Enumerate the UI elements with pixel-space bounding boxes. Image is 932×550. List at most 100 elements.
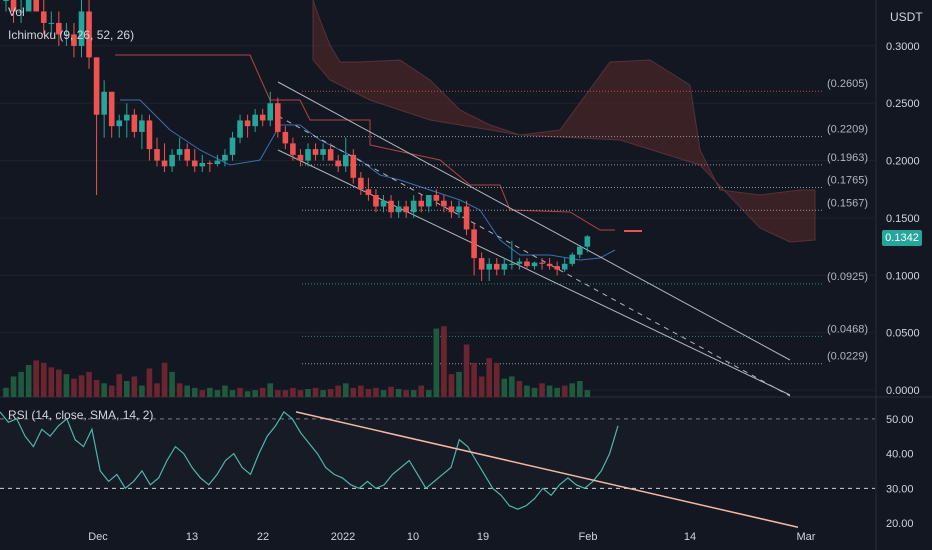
volume-bar — [388, 386, 394, 397]
candle-body — [531, 262, 538, 267]
volume-bar — [48, 367, 55, 397]
volume-bar — [426, 390, 432, 397]
volume-bar — [131, 376, 138, 397]
candle-body — [373, 195, 379, 207]
price-tick-label: 0.3000 — [886, 41, 920, 53]
candle-body — [433, 195, 440, 201]
volume-bar — [433, 328, 440, 397]
candle-body — [305, 149, 311, 161]
candle-body — [282, 131, 289, 144]
price-tick-label: 0.2500 — [886, 98, 920, 110]
volume-bar — [116, 374, 123, 397]
volume-bar — [350, 387, 357, 397]
candle-body — [471, 229, 477, 259]
regression-channel[interactable] — [277, 81, 791, 397]
candle-body — [169, 154, 175, 167]
price-tick-label: 0.2000 — [886, 156, 920, 168]
cloud-area — [312, 0, 816, 243]
candle-body — [554, 266, 560, 270]
rsi-legend[interactable]: RSI (14, close, SMA, 14, 2) — [8, 408, 154, 422]
volume-bar — [524, 385, 530, 397]
price-axis[interactable]: 0.3000 0.2500 0.2000 0.1500 0.1000 0.0500 0.00… — [886, 41, 920, 530]
volume-bar — [290, 387, 296, 397]
time-tick-label: Dec — [88, 531, 108, 543]
volume-bar — [40, 362, 47, 397]
volume-bar — [56, 369, 62, 397]
rsi-tick-label: 50.00 — [886, 414, 914, 426]
candle-body — [252, 114, 258, 127]
volume-bar — [71, 378, 77, 397]
candle-body — [509, 263, 515, 265]
volume-bar — [282, 390, 289, 397]
candle-body — [539, 262, 545, 264]
volume-bars — [3, 326, 591, 397]
fib-label: (0.1567) — [827, 197, 868, 209]
candle-body — [290, 143, 296, 155]
volume-bar — [267, 383, 274, 397]
candle-body — [139, 120, 145, 132]
volume-bar — [18, 371, 24, 397]
candle-body — [403, 206, 409, 213]
vol-legend[interactable]: Vol — [8, 5, 25, 19]
candle-body — [297, 154, 304, 161]
candle-body — [93, 57, 100, 115]
candle-body — [184, 149, 190, 161]
volume-bar — [93, 379, 100, 397]
candle-body — [524, 261, 530, 267]
candle-body — [380, 200, 387, 207]
fib-label: (0.2605) — [827, 78, 868, 90]
price-tick-label: 0.0000 — [886, 385, 920, 397]
candle-body — [441, 200, 447, 207]
volume-bar — [169, 371, 175, 397]
candle-body — [78, 11, 85, 46]
candle-body — [493, 263, 500, 270]
candle-body — [312, 149, 319, 155]
candle-body — [259, 114, 266, 121]
price-tick-label: 0.1000 — [886, 270, 920, 282]
candle-body — [350, 154, 357, 178]
candle-body — [25, 0, 32, 12]
time-axis[interactable]: Dec 13 22 2022 10 19 Feb 14 Mar — [88, 531, 816, 543]
volume-bar — [448, 374, 455, 397]
volume-bar — [305, 389, 311, 397]
volume-bar — [86, 371, 92, 397]
volume-bar — [78, 375, 85, 397]
candle-body — [124, 114, 130, 121]
candle-body — [48, 22, 55, 24]
time-tick-label: 2022 — [331, 531, 355, 543]
candle-body — [388, 200, 394, 213]
candle-body — [56, 22, 62, 35]
volume-bar — [395, 389, 402, 397]
candle-body — [40, 11, 47, 23]
volume-bar — [161, 362, 168, 397]
candle-body — [365, 189, 372, 195]
volume-bar — [101, 383, 107, 397]
ichimoku-legend[interactable]: Ichimoku (9, 26, 52, 26) — [8, 28, 135, 42]
candle-body — [395, 206, 402, 213]
volume-bar — [335, 385, 341, 397]
candle-body — [546, 263, 553, 267]
candle-body — [3, 0, 9, 1]
candle-body — [18, 11, 24, 13]
channel-middle — [277, 115, 791, 397]
candle-body — [161, 160, 168, 167]
volume-bar — [252, 390, 258, 397]
volume-bar — [373, 387, 379, 397]
candle-body — [222, 154, 228, 161]
fib-label: (0.2209) — [827, 124, 868, 136]
rsi-tick-label: 40.00 — [886, 449, 914, 461]
volume-bar — [108, 385, 115, 397]
price-tick-label: 0.1500 — [886, 213, 920, 225]
volume-bar — [531, 387, 538, 397]
volume-bar — [342, 383, 349, 397]
volume-bar — [207, 387, 213, 397]
volume-bar — [297, 390, 304, 397]
channel-upper — [277, 81, 791, 361]
candle-body — [71, 34, 77, 46]
rsi-trendline — [295, 411, 799, 528]
volume-bar — [493, 362, 500, 397]
time-tick-label: 22 — [257, 531, 269, 543]
candle-body — [426, 195, 432, 207]
volume-bar — [3, 387, 9, 397]
